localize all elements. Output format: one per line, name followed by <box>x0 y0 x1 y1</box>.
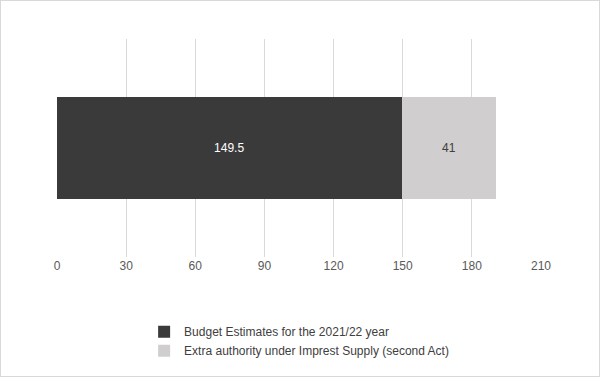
svg-text:149.5: 149.5 <box>214 141 244 155</box>
svg-text:Budget Estimates for the 2021/: Budget Estimates for the 2021/22 year <box>184 325 389 339</box>
svg-text:150: 150 <box>393 259 413 273</box>
svg-text:120: 120 <box>324 259 344 273</box>
svg-text:210: 210 <box>531 259 551 273</box>
svg-text:60: 60 <box>189 259 203 273</box>
svg-text:Extra authority under Imprest: Extra authority under Imprest Supply (se… <box>184 344 449 358</box>
svg-text:0: 0 <box>54 259 61 273</box>
svg-text:180: 180 <box>462 259 482 273</box>
svg-text:90: 90 <box>258 259 272 273</box>
svg-text:41: 41 <box>442 141 456 155</box>
svg-text:30: 30 <box>119 259 133 273</box>
